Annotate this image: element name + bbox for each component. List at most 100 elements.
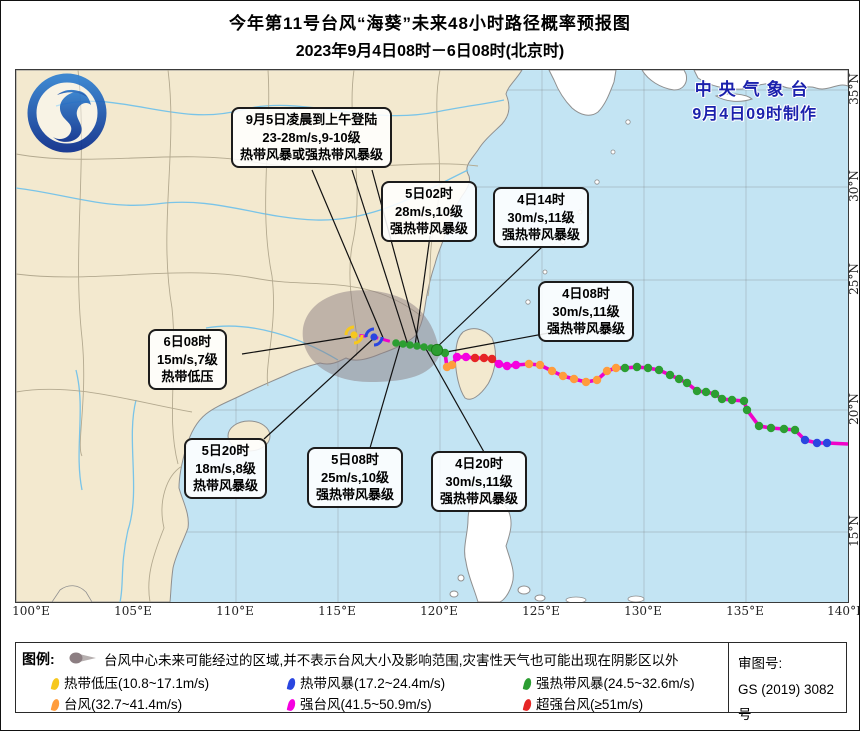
callout-leader-line — [351, 169, 409, 346]
track-point — [524, 359, 534, 369]
callout-line: 30m/s,11级 — [507, 209, 575, 225]
callout-leader-line — [263, 338, 374, 440]
callout-4d08h: 4日08时 30m/s,11级 强热带风暴级 — [538, 281, 635, 342]
callout-line: 23-28m/s,9-10级 — [262, 129, 361, 145]
longitude-axis: 100°E 105°E 110°E 115°E 120°E 125°E 130°E 135°E… — [1, 604, 859, 622]
track-point — [710, 389, 720, 399]
forecast-point — [392, 339, 400, 347]
track-point — [779, 424, 789, 434]
callout-line: 强热带风暴级 — [547, 321, 626, 337]
landmass-philippines — [449, 493, 546, 602]
track-point — [654, 365, 664, 375]
track-point — [800, 435, 810, 445]
legend-label: 台风(32.7~41.4m/s) — [64, 697, 183, 712]
legend-item-ts: 热带风暴(17.2~24.4m/s) — [286, 672, 446, 692]
lat-tick-label: 15°N — [847, 515, 860, 547]
lat-tick-label: 25°N — [847, 263, 860, 295]
legend-item-super-ty: 超强台风(≥51m/s) — [522, 693, 643, 713]
callout-line: 9月5日凌晨到上午登陆 — [245, 112, 378, 127]
track-point — [620, 363, 630, 373]
track-point — [643, 363, 653, 373]
track-point — [754, 421, 764, 431]
track-point — [727, 395, 737, 405]
callout-line: 6日08时 — [163, 334, 212, 349]
callout-4d20h: 4日20时 30m/s,11级 强热带风暴级 — [431, 451, 528, 512]
track-point — [739, 396, 749, 406]
issue-time: 9月4日09时制作 — [692, 106, 817, 123]
callout-line: 30m/s,11级 — [552, 303, 620, 319]
bottom-islands — [51, 585, 645, 602]
tropical-depression-symbol — [353, 334, 364, 345]
callout-leader-line — [425, 348, 485, 453]
landmass-taiwan — [455, 328, 496, 400]
callout-5d20h: 5日20时 18m/s,8级 热带风暴级 — [184, 438, 268, 499]
lon-tick-label: 140°E — [827, 604, 859, 618]
track-point — [692, 386, 702, 396]
callout-leader-line — [369, 344, 401, 449]
track-point — [611, 363, 621, 373]
page-subtitle: 2023年9月4日08时－6日08时(北京时) — [295, 43, 565, 60]
track-point — [602, 366, 612, 376]
track-point — [701, 387, 711, 397]
callout-leader-line — [311, 169, 385, 341]
callout-line: 强热带风暴级 — [440, 491, 519, 507]
callout-line: 4日08时 — [562, 286, 610, 301]
track-point — [790, 425, 800, 435]
ty-swatch-icon — [50, 698, 61, 712]
tropical-depression-symbol — [350, 331, 358, 339]
lon-tick-label: 125°E — [522, 604, 560, 618]
legend-area-note: 台风中心未来可能经过的区域,并不表示台风大小及影响范围,灾害性天气也可能出现在阴… — [104, 653, 679, 668]
cone-legend-icon — [68, 651, 100, 668]
ts-swatch-icon — [286, 677, 297, 691]
forecast-point — [399, 340, 407, 348]
track-point — [592, 375, 602, 385]
track-point — [812, 438, 822, 448]
lon-tick-label: 135°E — [726, 604, 764, 618]
lon-tick-label: 110°E — [216, 604, 254, 618]
tropical-storm-symbol — [373, 336, 384, 347]
legend-caption: 图例: — [22, 651, 55, 667]
sts-swatch-icon — [522, 677, 533, 691]
lon-tick-label: 130°E — [624, 604, 662, 618]
agency-watermark: 中央气象台 9月4日09时制作 — [692, 75, 817, 124]
track-point — [487, 354, 497, 364]
legend-item-td: 热带低压(10.8~17.1m/s) — [50, 672, 209, 692]
callout-5d08h: 5日08时 25m/s,10级 强热带风暴级 — [307, 447, 404, 508]
track-point — [452, 352, 462, 362]
lon-tick-label: 120°E — [420, 604, 458, 618]
approval-value: GS (2019) 3082号 — [738, 681, 835, 723]
track-point — [461, 352, 471, 362]
legend-label: 热带风暴(17.2~24.4m/s) — [300, 676, 446, 691]
lat-tick-label: 20°N — [847, 393, 860, 425]
track-point — [535, 360, 545, 370]
track-point — [682, 378, 692, 388]
tropical-depression-symbol — [344, 325, 355, 336]
track-point — [742, 405, 752, 415]
callout-line: 15m/s,7级 — [157, 351, 218, 367]
callout-line: 18m/s,8级 — [195, 460, 256, 476]
track-point — [665, 370, 675, 380]
track-point — [717, 394, 727, 404]
track-point — [581, 377, 591, 387]
lat-tick-label: 30°N — [847, 170, 860, 202]
callout-landfall: 9月5日凌晨到上午登陆 23-28m/s,9-10级 热带风暴或强热带风暴级 — [231, 107, 393, 168]
callout-line: 强热带风暴级 — [390, 221, 469, 237]
track-point — [632, 362, 642, 372]
track-point — [511, 360, 521, 370]
approval-label: 审图号: — [738, 656, 783, 671]
callout-leader-line — [434, 246, 543, 350]
callout-line: 热带风暴或强热带风暴级 — [240, 147, 384, 163]
latitude-axis: 35°N 30°N 25°N 20°N 15°N — [847, 69, 860, 601]
callout-line: 4日14时 — [517, 192, 565, 207]
map-canvas — [15, 69, 849, 603]
callout-leader-line — [241, 335, 357, 355]
callout-line: 5日02时 — [405, 186, 453, 201]
track-point — [470, 353, 480, 363]
callout-line: 5日08时 — [331, 452, 379, 467]
callout-line: 30m/s,11级 — [445, 473, 513, 489]
landmass-japan — [641, 70, 848, 102]
callout-4d14h: 4日14时 30m/s,11级 强热带风暴级 — [493, 187, 590, 248]
page-title: 今年第11号台风“海葵”未来48小时路径概率预报图 — [229, 14, 631, 33]
lon-tick-label: 115°E — [318, 604, 356, 618]
